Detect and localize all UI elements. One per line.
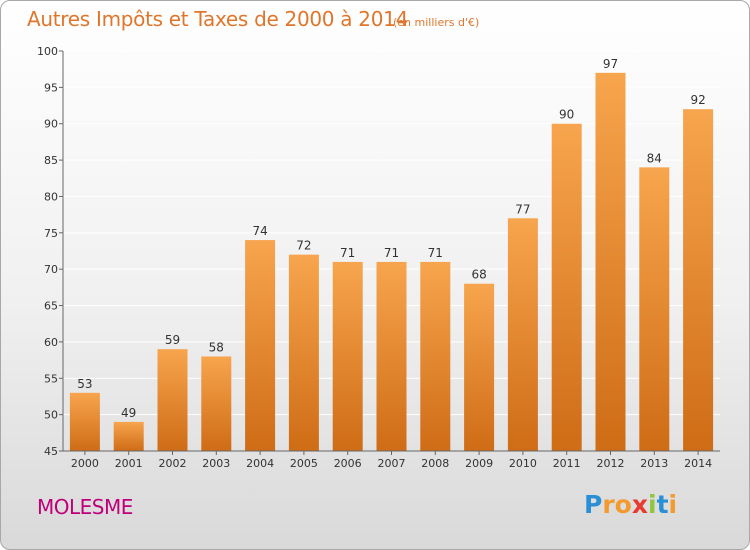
x-tick-label: 2007 — [378, 457, 406, 470]
data-label: 72 — [296, 239, 311, 253]
commune-name: MOLESME — [37, 495, 133, 519]
data-label: 71 — [340, 246, 355, 260]
data-label: 77 — [515, 202, 530, 216]
y-tick-label: 85 — [44, 154, 58, 167]
x-tick-label: 2003 — [202, 457, 230, 470]
data-label: 68 — [471, 268, 486, 282]
logo-letter: o — [614, 490, 632, 519]
logo-letter: i — [668, 490, 678, 519]
x-tick-label: 2010 — [509, 457, 537, 470]
bar — [595, 72, 626, 452]
bar — [288, 254, 319, 451]
x-tick-label: 2009 — [465, 457, 493, 470]
chart-subtitle: (en milliers d'€) — [393, 16, 480, 29]
data-label: 53 — [77, 377, 92, 391]
x-tick-label: 2005 — [290, 457, 318, 470]
logo-letter: P — [584, 490, 603, 519]
data-label: 71 — [384, 246, 399, 260]
y-tick-label: 90 — [44, 118, 58, 131]
y-tick-label: 75 — [44, 227, 58, 240]
y-tick-label: 65 — [44, 300, 58, 313]
x-tick-label: 2013 — [640, 457, 668, 470]
bar — [376, 261, 407, 451]
x-tick-label: 2006 — [334, 457, 362, 470]
bar — [420, 261, 451, 451]
x-tick-label: 2014 — [684, 457, 712, 470]
bar — [551, 123, 582, 452]
bar — [507, 218, 538, 451]
logo-letter: i — [648, 490, 657, 519]
data-labels: 53 49 59 58 74 72 71 71 71 68 77 90 97 84 92 — [77, 57, 705, 420]
y-tick-label: 100 — [37, 45, 58, 58]
logo-letter: r — [602, 490, 615, 519]
y-tick-label: 70 — [44, 263, 58, 276]
bar — [69, 392, 100, 451]
bar — [157, 349, 188, 451]
bar — [201, 356, 232, 451]
bar — [113, 421, 144, 451]
axes: 45 50 55 60 65 70 75 80 85 90 95 100 2000 2001 2002 200… — [37, 45, 720, 470]
x-tick-label: 2008 — [421, 457, 449, 470]
logo-letter: t — [656, 490, 669, 519]
data-label: 49 — [121, 406, 136, 420]
x-tick-label: 2001 — [115, 457, 143, 470]
data-label: 97 — [603, 57, 618, 71]
bar — [245, 240, 276, 451]
data-label: 71 — [428, 246, 443, 260]
x-tick-label: 2000 — [71, 457, 99, 470]
data-label: 92 — [690, 93, 705, 107]
x-tick-label: 2004 — [246, 457, 274, 470]
bar — [639, 167, 670, 451]
bar — [332, 261, 363, 451]
bars — [69, 72, 714, 452]
bar — [683, 109, 714, 451]
chart-title: Autres Impôts et Taxes de 2000 à 2014 — [27, 7, 408, 31]
data-label: 74 — [252, 224, 267, 238]
bar — [464, 283, 495, 451]
data-label: 90 — [559, 108, 574, 122]
x-tick-label: 2002 — [159, 457, 187, 470]
y-tick-label: 55 — [44, 372, 58, 385]
y-tick-label: 80 — [44, 190, 58, 203]
y-tick-label: 50 — [44, 409, 58, 422]
logo-letter: x — [631, 490, 648, 519]
data-label: 59 — [165, 333, 180, 347]
y-tick-label: 60 — [44, 336, 58, 349]
data-label: 84 — [647, 151, 662, 165]
y-tick-label: 95 — [44, 81, 58, 94]
x-tick-label: 2011 — [553, 457, 581, 470]
data-label: 58 — [209, 340, 224, 354]
proxiti-logo: Proxiti — [584, 490, 677, 519]
x-tick-label: 2012 — [597, 457, 625, 470]
y-tick-label: 45 — [44, 445, 58, 458]
